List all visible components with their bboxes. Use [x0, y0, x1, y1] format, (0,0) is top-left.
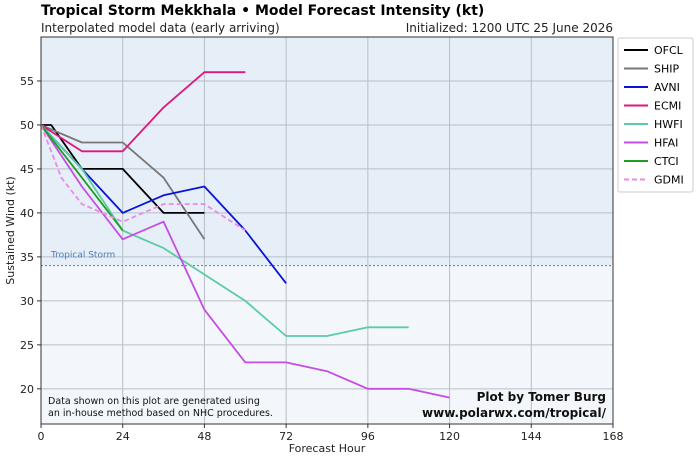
- x-tick-label-96: 96: [361, 430, 375, 443]
- x-tick-label-72: 72: [279, 430, 293, 443]
- x-axis-ticks: 0 24 48 72 96 120 144 168: [38, 424, 624, 443]
- series-line-hwfi: [40, 124, 409, 337]
- y-axis-ticks: 20 25 30 35 40 45 50 55: [20, 75, 41, 396]
- y-axis-label: Sustained Wind (kt): [4, 176, 17, 284]
- y-tick-label-50: 50: [20, 119, 34, 132]
- legend-label-ship: SHIP: [654, 63, 679, 76]
- y-tick-label-55: 55: [20, 75, 34, 88]
- x-tick-label-168: 168: [603, 430, 624, 443]
- y-tick-label-45: 45: [20, 163, 34, 176]
- legend-label-ecmi: ECMI: [654, 100, 681, 113]
- x-tick-label-0: 0: [38, 430, 45, 443]
- x-tick-label-24: 24: [116, 430, 130, 443]
- series-line-hfai: [40, 124, 450, 399]
- y-tick-label-20: 20: [20, 383, 34, 396]
- chart-title: Tropical Storm Mekkhala • Model Forecast…: [41, 3, 485, 19]
- legend-label-gdmi: GDMI: [654, 174, 684, 187]
- series-line-ship: [40, 124, 206, 240]
- intensity-bands: [41, 37, 613, 424]
- x-tick-label-144: 144: [521, 430, 542, 443]
- intensity-band-0: [41, 37, 613, 266]
- series-line-ctci: [40, 124, 124, 232]
- series-line-ofcl: [41, 124, 205, 214]
- initialized-time: Initialized: 1200 UTC 25 June 2026: [405, 21, 613, 35]
- x-tick-label-48: 48: [197, 430, 211, 443]
- legend-label-avni: AVNI: [654, 81, 680, 94]
- threshold-label: Tropical Storm: [50, 251, 115, 261]
- series-line-gdmi: [40, 124, 246, 232]
- method-note-line-1: Data shown on this plot are generated us…: [48, 396, 260, 407]
- tropical-storm-threshold: Tropical Storm: [41, 251, 613, 267]
- series-line-ecmi: [40, 71, 246, 153]
- y-tick-label-35: 35: [20, 251, 34, 264]
- model-series: [40, 71, 450, 399]
- legend-label-ctci: CTCI: [654, 155, 679, 168]
- legend-label-hfai: HFAI: [654, 137, 678, 150]
- chart-subtitle: Interpolated model data (early arriving): [41, 21, 280, 35]
- y-tick-label-40: 40: [20, 207, 34, 220]
- x-axis-label: Forecast Hour: [289, 442, 366, 455]
- method-note-line-2: an in-house method based on NHC procedur…: [48, 408, 273, 419]
- legend-label-ofcl: OFCL: [654, 44, 684, 57]
- x-tick-label-120: 120: [439, 430, 460, 443]
- credit-url: www.polarwx.com/tropical/: [422, 406, 607, 420]
- legend: OFCL SHIP AVNI ECMI HWFI HFAI CTCI GDMI: [617, 37, 694, 193]
- credit-author: Plot by Tomer Burg: [477, 390, 606, 404]
- plot-frame: [40, 36, 614, 425]
- y-tick-label-25: 25: [20, 339, 34, 352]
- legend-label-hwfi: HWFI: [654, 118, 683, 131]
- legend-box: [617, 37, 694, 193]
- y-tick-label-30: 30: [20, 295, 34, 308]
